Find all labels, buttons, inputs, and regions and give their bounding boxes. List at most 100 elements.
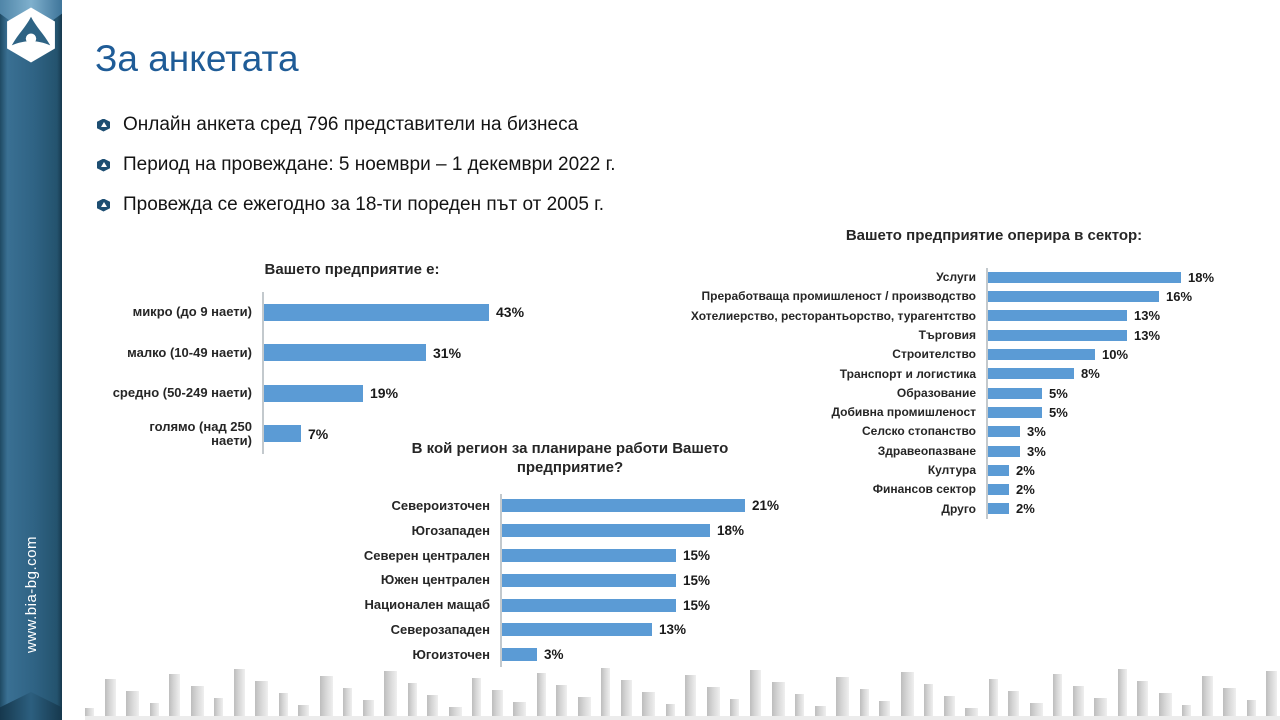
chart-bar <box>988 387 1042 399</box>
chart-row: малко (10-49 наети) 31% <box>112 332 548 373</box>
chart-bar <box>988 484 1009 496</box>
skyline-bar <box>965 708 979 716</box>
bullet-list: Онлайн анкета сред 796 представители на … <box>97 113 615 233</box>
chart-bar <box>988 310 1127 322</box>
chart-row: Югозападен 18% <box>350 518 820 544</box>
skyline-bar <box>943 696 955 716</box>
skyline-bar <box>214 698 224 716</box>
chart-category-label: Строителство <box>892 347 976 362</box>
chart-value-label: 13% <box>1134 327 1161 343</box>
chart-value-label: 16% <box>1166 289 1193 305</box>
chart-plot-area: 15% <box>500 567 820 593</box>
chart-bar <box>988 271 1181 283</box>
skyline-bar <box>407 683 417 716</box>
chart-title: Вашето предприятие оперира в сектор: <box>845 227 1143 244</box>
chart-bar <box>988 503 1009 515</box>
chart-category-label: Добивна промишленост <box>831 405 976 420</box>
chart-bar <box>502 548 676 562</box>
chart-value-label: 5% <box>1049 404 1068 420</box>
skyline-bar <box>795 694 805 716</box>
chart-category-label: Национален мащаб <box>364 597 490 613</box>
skyline-bar <box>1053 674 1063 716</box>
chart-rows: микро (до 9 наети) 43% малко (10-49 наети)… <box>112 291 548 454</box>
skyline-bar <box>1182 705 1192 716</box>
chart-plot-area: 13% <box>500 617 820 643</box>
chart-title: В кой регион за планиране работи Вашето … <box>411 440 729 476</box>
chart-value-label: 2% <box>1016 482 1035 498</box>
skyline-bar <box>1072 686 1084 716</box>
chart-rows: Услуги 18% Преработваща промишленост / про… <box>656 267 1222 519</box>
chart-row: микро (до 9 наети) 43% <box>112 291 548 333</box>
chart-plot-area: 16% <box>986 287 1222 307</box>
chart-plot-area: 7% <box>262 413 548 454</box>
bullet-item: Период на провеждане: 5 ноември – 1 деке… <box>97 153 615 177</box>
chart-category-label: Северен централен <box>363 547 490 563</box>
bullet-text: Период на провеждане: 5 ноември – 1 деке… <box>123 154 616 175</box>
chart-plot-area: 10% <box>986 344 1222 365</box>
skyline-bar <box>298 705 310 716</box>
chart-value-label: 10% <box>1102 347 1129 363</box>
chart-value-label: 3% <box>544 647 564 663</box>
chart-bar <box>988 464 1009 476</box>
skyline-bar <box>472 678 482 716</box>
chart-plot-area: 5% <box>986 402 1222 423</box>
chart-bar <box>988 349 1095 361</box>
skyline-bar <box>169 674 181 716</box>
skyline-bar <box>85 708 94 716</box>
chart-plot-area: 15% <box>500 543 820 568</box>
skyline-bar <box>730 699 740 716</box>
chart-bar <box>988 368 1074 380</box>
skyline-bar <box>149 703 159 716</box>
bia-bullet-icon <box>97 118 110 132</box>
chart-category-label: Търговия <box>918 327 976 342</box>
skyline-bar <box>859 689 869 716</box>
skyline-bar <box>1201 676 1213 716</box>
chart-region: В кой регион за планиране работи Вашето … <box>350 440 820 668</box>
skyline-bar <box>620 680 632 716</box>
chart-row: средно (50-249 наети) 19% <box>112 372 548 414</box>
bia-logo-icon <box>5 6 57 64</box>
chart-row: Търговия 13% <box>656 325 1222 345</box>
skyline-bar <box>448 707 462 716</box>
chart-bar <box>502 499 745 513</box>
skyline-bar <box>362 700 374 716</box>
chart-row: Добивна промишленост 5% <box>656 402 1222 423</box>
chart-bar <box>502 648 537 662</box>
skyline-bar <box>1117 669 1127 716</box>
chart-row: Хотелиерство, ресторантьорство, турагент… <box>656 306 1222 326</box>
chart-row: Строителство 10% <box>656 344 1222 365</box>
skyline-bar <box>536 673 546 716</box>
skyline-bar <box>1246 700 1256 716</box>
chart-row: Югоизточен 3% <box>350 642 820 668</box>
chart-row: Транспорт и логистика 8% <box>656 364 1222 384</box>
skyline-bar <box>278 693 288 716</box>
skyline-bar <box>836 677 850 716</box>
chart-category-label: Югоизточен <box>412 646 491 662</box>
chart-value-label: 19% <box>370 385 399 401</box>
chart-row: Друго 2% <box>656 499 1222 519</box>
website-text: www.bia-bg.com <box>0 500 62 690</box>
chart-value-label: 5% <box>1049 385 1068 401</box>
skyline-bar <box>988 679 998 716</box>
chart-bar <box>264 303 489 321</box>
chart-plot-area: 3% <box>500 642 820 668</box>
chart-bar <box>264 344 426 361</box>
chart-value-label: 15% <box>683 597 711 613</box>
chart-bar <box>988 329 1127 341</box>
chart-bar <box>988 406 1042 418</box>
bullet-text: Провежда се ежегодно за 18-ти пореден пъ… <box>123 194 605 215</box>
chart-category-label: Южен централен <box>380 572 490 588</box>
chart-value-label: 21% <box>752 498 780 514</box>
chart-row: Образование 5% <box>656 383 1222 403</box>
bia-bullet-icon <box>97 158 110 172</box>
skyline-decoration <box>85 664 1278 716</box>
chart-plot-area: 13% <box>986 306 1222 326</box>
skyline-bar <box>749 670 761 716</box>
chart-plot-area: 43% <box>262 291 548 333</box>
chart-plot-area: 5% <box>986 383 1222 403</box>
chart-plot-area: 18% <box>500 518 820 544</box>
website-label: www.bia-bg.com <box>22 536 40 654</box>
skyline-bar <box>665 704 675 716</box>
skyline-bar <box>1158 693 1172 716</box>
chart-bar <box>502 573 676 587</box>
